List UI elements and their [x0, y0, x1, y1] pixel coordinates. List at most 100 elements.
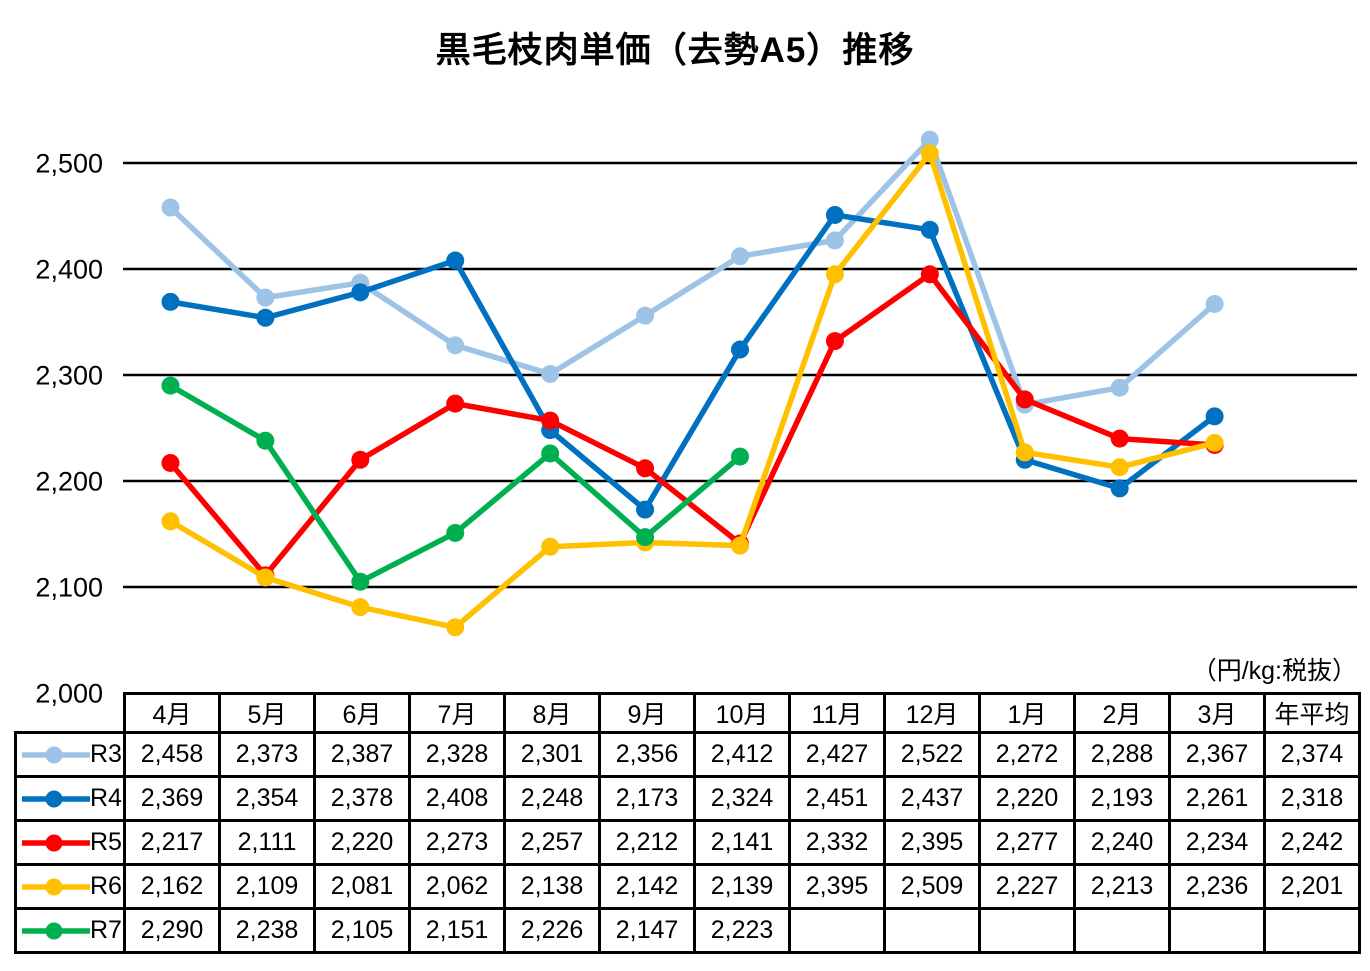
value-cell: 2,151	[408, 907, 506, 954]
data-point-marker	[161, 512, 180, 531]
value-cell: 2,142	[598, 863, 696, 910]
data-point-marker	[1205, 294, 1224, 313]
value-cell: 2,272	[978, 731, 1076, 778]
value-cell: 2,395	[883, 819, 981, 866]
data-point-marker	[920, 265, 939, 284]
table-corner-spacer	[16, 694, 125, 733]
column-header: 12月	[883, 692, 981, 734]
column-header: 9月	[598, 692, 696, 734]
data-point-marker	[351, 572, 370, 591]
legend-line-icon	[22, 834, 90, 851]
value-cell: 2,451	[788, 775, 886, 822]
series-line	[167, 150, 1218, 631]
data-point-marker	[161, 292, 180, 311]
value-cell: 2,081	[313, 863, 411, 910]
value-cell: 2,105	[313, 907, 411, 954]
data-point-marker	[256, 566, 275, 585]
data-point-marker	[541, 411, 560, 430]
table-row: R4 2,369 2,354 2,378 2,408 2,248 2,173 2,324 2,4…	[14, 775, 1361, 822]
value-cell: 2,328	[408, 731, 506, 778]
annual-avg-cell	[1263, 907, 1361, 954]
value-cell: 2,257	[503, 819, 601, 866]
column-header: 5月	[218, 692, 316, 734]
legend-key: R7	[14, 907, 126, 954]
value-cell: 2,223	[693, 907, 791, 954]
table-row: R6 2,162 2,109 2,081 2,062 2,138 2,142 2,139 2,3…	[14, 863, 1361, 910]
data-point-marker	[1015, 450, 1034, 469]
value-cell: 2,236	[1168, 863, 1266, 910]
legend-line-icon	[22, 922, 90, 939]
data-point-marker	[1205, 433, 1224, 452]
data-point-marker	[1205, 435, 1224, 454]
data-table: 4月 5月 6月 7月 8月 9月 10月 11月 12月 1月 2月 3月 年平均 R3 2,458 2,…	[14, 692, 1361, 954]
value-cell: 2,111	[218, 819, 316, 866]
value-cell: 2,458	[123, 731, 221, 778]
series-line	[167, 271, 1218, 579]
table-body: R3 2,458 2,373 2,387 2,328 2,301 2,356 2,412 2,4…	[14, 731, 1361, 954]
data-point-marker	[1015, 390, 1034, 409]
value-cell	[883, 907, 981, 954]
legend-key-wrap: R3	[22, 740, 122, 769]
series-line	[167, 136, 1218, 408]
value-cell: 2,138	[503, 863, 601, 910]
column-header: 8月	[503, 692, 601, 734]
data-point-marker	[351, 598, 370, 617]
value-cell: 2,288	[1073, 731, 1171, 778]
series-line	[167, 382, 743, 585]
value-cell: 2,139	[693, 863, 791, 910]
value-cell: 2,217	[123, 819, 221, 866]
data-point-marker	[636, 500, 655, 519]
annual-avg-cell: 2,374	[1263, 731, 1361, 778]
series-name-label: R7	[90, 916, 122, 944]
legend-key-wrap: R7	[22, 916, 122, 945]
value-cell: 2,261	[1168, 775, 1266, 822]
data-point-marker	[825, 231, 844, 250]
value-cell: 2,356	[598, 731, 696, 778]
series-name-label: R5	[90, 828, 122, 856]
data-point-marker	[256, 308, 275, 327]
data-point-marker	[636, 459, 655, 478]
value-cell	[978, 907, 1076, 954]
column-header: 7月	[408, 692, 506, 734]
value-cell: 2,273	[408, 819, 506, 866]
legend-line-icon	[22, 878, 90, 895]
data-point-marker	[446, 251, 465, 270]
data-point-marker	[256, 431, 275, 450]
chart-title: 黒毛枝肉単価（去勢A5）推移	[435, 31, 915, 70]
legend-key: R5	[14, 819, 126, 866]
value-cell: 2,395	[788, 863, 886, 910]
value-cell	[1168, 907, 1266, 954]
table-row: R5 2,217 2,111 2,220 2,273 2,257 2,212 2,141 2,3…	[14, 819, 1361, 866]
value-cell: 2,354	[218, 775, 316, 822]
value-cell: 2,369	[123, 775, 221, 822]
value-cell: 2,147	[598, 907, 696, 954]
value-cell: 2,412	[693, 731, 791, 778]
value-cell: 2,408	[408, 775, 506, 822]
legend-key-wrap: R5	[22, 828, 122, 857]
data-point-marker	[1110, 479, 1129, 498]
data-point-marker	[1110, 378, 1129, 397]
value-cell: 2,378	[313, 775, 411, 822]
value-cell: 2,062	[408, 863, 506, 910]
unit-note: （円/kg:税抜）	[1191, 657, 1357, 685]
annual-avg-cell: 2,201	[1263, 863, 1361, 910]
legend-marker	[45, 790, 63, 807]
data-point-marker	[351, 273, 370, 292]
data-point-marker	[825, 265, 844, 284]
value-cell: 2,332	[788, 819, 886, 866]
legend-key: R3	[14, 731, 126, 778]
series-R5	[161, 265, 1224, 585]
value-cell: 2,240	[1073, 819, 1171, 866]
data-point-marker	[636, 533, 655, 552]
table-header-row: 4月 5月 6月 7月 8月 9月 10月 11月 12月 1月 2月 3月 年平均	[16, 692, 1361, 734]
value-cell: 2,522	[883, 731, 981, 778]
value-cell: 2,173	[598, 775, 696, 822]
data-point-marker	[1110, 458, 1129, 477]
value-cell: 2,367	[1168, 731, 1266, 778]
data-point-marker	[351, 450, 370, 469]
data-point-marker	[446, 336, 465, 355]
annual-avg-cell: 2,318	[1263, 775, 1361, 822]
data-point-marker	[920, 130, 939, 149]
value-cell: 2,226	[503, 907, 601, 954]
